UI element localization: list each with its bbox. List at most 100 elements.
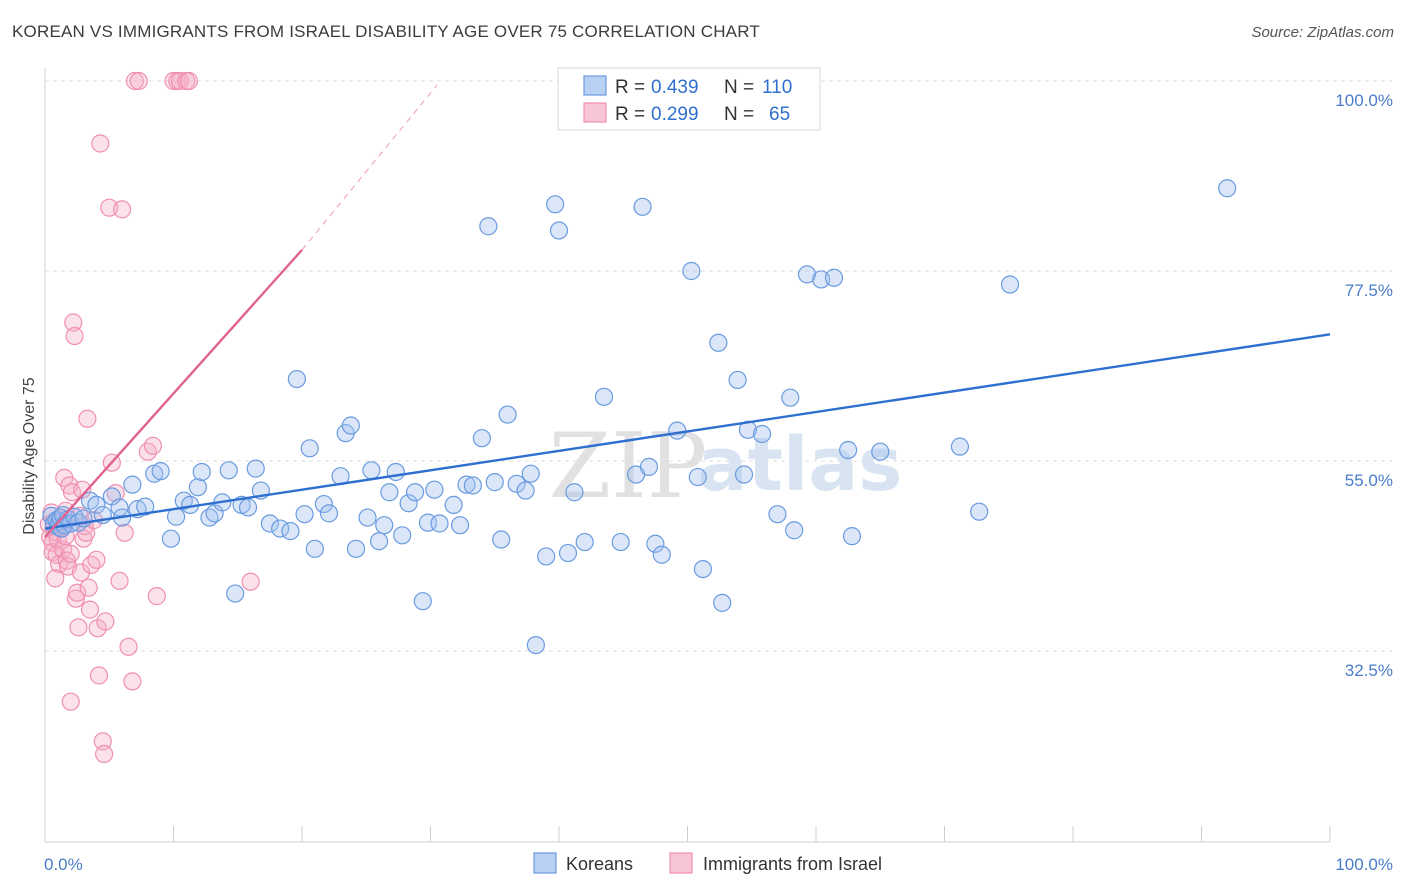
koreans-point-38 bbox=[246, 459, 265, 478]
israel-point-42 bbox=[96, 612, 115, 631]
koreans-point-52 bbox=[346, 539, 366, 558]
koreans-point-86 bbox=[611, 532, 630, 552]
israel-point-20 bbox=[64, 313, 83, 332]
koreans-point-68 bbox=[457, 475, 476, 494]
koreans-point-61 bbox=[405, 483, 425, 502]
legend-r-label-koreans: R = bbox=[615, 77, 645, 98]
legend-swatch-israel bbox=[583, 102, 607, 123]
koreans-point-85 bbox=[594, 387, 614, 406]
y-tick-label-3: 100.0% bbox=[1335, 91, 1393, 110]
koreans-point-62 bbox=[413, 592, 432, 611]
koreans-point-40 bbox=[260, 514, 279, 533]
israel-trend-extension bbox=[301, 84, 438, 251]
koreans-point-22 bbox=[136, 497, 155, 516]
koreans-point-24 bbox=[151, 462, 170, 481]
israel-point-61 bbox=[241, 572, 260, 591]
koreans-point-96 bbox=[709, 333, 728, 352]
israel-point-38 bbox=[89, 666, 109, 685]
y-axis-title: Disability Age Over 75 bbox=[21, 377, 38, 535]
legend-r-value-israel: 0.299 bbox=[651, 104, 699, 125]
israel-point-50 bbox=[123, 672, 142, 691]
koreans-point-102 bbox=[768, 505, 787, 524]
koreans-point-56 bbox=[375, 516, 394, 535]
koreans-point-34 bbox=[219, 461, 238, 480]
koreans-point-101 bbox=[752, 424, 772, 444]
koreans-point-110 bbox=[871, 442, 890, 461]
koreans-point-97 bbox=[713, 593, 732, 612]
koreans-point-53 bbox=[358, 508, 377, 527]
israel-point-21 bbox=[65, 326, 84, 346]
koreans-point-67 bbox=[450, 516, 470, 535]
koreans-point-75 bbox=[507, 474, 526, 493]
y-tick-label-2: 77.5% bbox=[1345, 281, 1393, 300]
koreans-point-46 bbox=[305, 539, 324, 558]
israel-point-39 bbox=[91, 134, 110, 153]
koreans-point-29 bbox=[188, 478, 208, 497]
koreans-point-70 bbox=[472, 429, 491, 448]
israel-point-32 bbox=[79, 578, 98, 597]
koreans-point-71 bbox=[479, 217, 498, 236]
koreans-point-15 bbox=[87, 495, 106, 515]
x-tick-label-1: 100.0% bbox=[1335, 855, 1393, 874]
koreans-trend-line bbox=[44, 333, 1331, 530]
israel-point-23 bbox=[68, 583, 87, 602]
israel-point-34 bbox=[82, 555, 101, 574]
koreans-point-111 bbox=[950, 437, 970, 456]
israel-point-60 bbox=[179, 71, 199, 91]
koreans-point-80 bbox=[546, 195, 565, 214]
koreans-point-65 bbox=[430, 514, 449, 533]
y-tick-label-0: 32.5% bbox=[1345, 661, 1393, 680]
koreans-point-35 bbox=[226, 584, 245, 603]
israel-point-53 bbox=[138, 442, 157, 461]
israel-point-54 bbox=[143, 436, 163, 455]
israel-point-24 bbox=[69, 618, 88, 637]
koreans-point-91 bbox=[652, 545, 671, 564]
legend-n-label-israel: N = bbox=[724, 104, 754, 125]
y-tick-labels: 32.5% 55.0% 77.5% 100.0% bbox=[1335, 91, 1393, 680]
bottom-legend-swatch-israel bbox=[669, 852, 693, 874]
koreans-point-108 bbox=[839, 440, 858, 460]
koreans-point-54 bbox=[362, 461, 381, 480]
grid-lines bbox=[45, 80, 1392, 652]
koreans-point-47 bbox=[314, 494, 333, 514]
x-tick-labels: 0.0% 100.0% bbox=[44, 855, 1393, 874]
legend-n-value-koreans: 110 bbox=[762, 77, 792, 98]
legend-swatch-koreans bbox=[583, 75, 607, 96]
israel-point-51 bbox=[125, 71, 145, 91]
watermark: ZIP atlas bbox=[549, 414, 903, 519]
koreans-point-81 bbox=[549, 221, 569, 240]
koreans-point-78 bbox=[526, 635, 545, 655]
israel-trend-line bbox=[44, 249, 303, 538]
israel-point-48 bbox=[115, 523, 134, 542]
koreans-point-72 bbox=[485, 473, 504, 492]
israel-point-55 bbox=[147, 587, 166, 606]
koreans-point-58 bbox=[386, 462, 405, 482]
koreans-point-103 bbox=[781, 388, 800, 407]
bottom-legend-swatch-koreans bbox=[533, 852, 557, 874]
koreans-point-90 bbox=[646, 534, 665, 553]
bottom-legend: Koreans Immigrants from Israel bbox=[533, 852, 882, 874]
koreans-point-112 bbox=[970, 502, 989, 521]
koreans-point-92 bbox=[668, 421, 687, 440]
koreans-point-113 bbox=[1000, 275, 1020, 294]
israel-point-26 bbox=[71, 563, 91, 582]
koreans-point-104 bbox=[785, 521, 804, 540]
series-israel-points bbox=[39, 71, 260, 764]
israel-point-52 bbox=[129, 71, 148, 91]
axes bbox=[44, 68, 1331, 843]
chart-title: KOREAN VS IMMIGRANTS FROM ISRAEL DISABIL… bbox=[12, 22, 760, 41]
koreans-point-69 bbox=[463, 476, 483, 495]
koreans-point-82 bbox=[558, 543, 578, 563]
koreans-point-93 bbox=[682, 261, 701, 281]
legend-r-label-israel: R = bbox=[615, 104, 645, 125]
koreans-point-51 bbox=[341, 416, 360, 435]
koreans-point-55 bbox=[370, 532, 389, 551]
koreans-point-79 bbox=[537, 547, 556, 566]
israel-point-22 bbox=[66, 589, 85, 608]
koreans-point-66 bbox=[444, 495, 463, 515]
legend-r-value-koreans: 0.439 bbox=[651, 77, 699, 98]
koreans-point-84 bbox=[575, 532, 594, 552]
koreans-point-74 bbox=[498, 405, 517, 424]
koreans-point-37 bbox=[238, 498, 258, 517]
